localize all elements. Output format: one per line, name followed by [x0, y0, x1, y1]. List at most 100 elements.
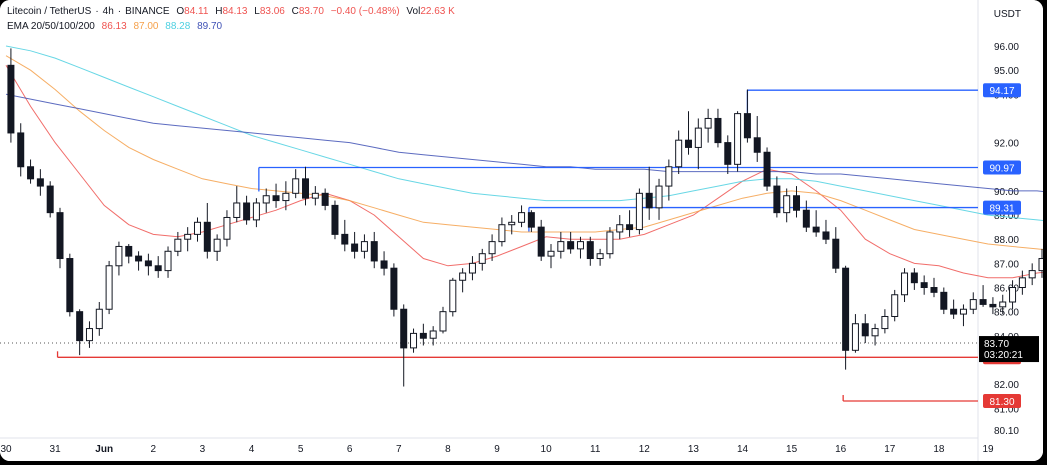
candle — [498, 217, 506, 247]
candle-body-down — [714, 117, 722, 144]
candle-body-down — [822, 231, 830, 240]
candle — [910, 268, 918, 290]
candle — [360, 234, 368, 259]
candle — [734, 111, 742, 172]
candle-body-down — [684, 139, 692, 148]
close-value: 83.70 — [298, 6, 324, 17]
change-value: −0.40 (−0.48%) — [330, 6, 400, 17]
time-axis-ticks: 30 31 Jun 2 3 4 5 6 7 8 9 10 11 12 13 14 15 16 17 18 19 — [0, 444, 994, 455]
candle-body-up — [881, 315, 889, 330]
candle-body-up — [665, 166, 673, 187]
candle-body-down — [56, 212, 64, 260]
candle — [213, 234, 221, 261]
candle-body-down — [626, 224, 634, 231]
candle — [449, 277, 457, 317]
candle-body-down — [76, 311, 84, 342]
candle — [27, 159, 35, 184]
candle — [292, 169, 300, 199]
candle — [7, 48, 15, 143]
candle-body-up — [459, 272, 467, 281]
level-price-tag: 94.17 — [989, 86, 1014, 97]
level-price-tag-bg — [983, 83, 1021, 98]
price-tick-label: 96.00 — [994, 42, 1019, 53]
candle-body-down — [724, 142, 732, 165]
candle-body-up — [498, 224, 506, 243]
candle — [518, 205, 526, 228]
candle — [606, 227, 614, 259]
level-price-tag-bg — [983, 200, 1021, 215]
price-tick-label: 86.00 — [994, 284, 1019, 295]
candle-body-up — [734, 113, 742, 165]
candle-body-up — [547, 250, 555, 257]
candle-body-down — [527, 212, 535, 228]
candle — [1038, 248, 1043, 278]
candle-body-up — [252, 202, 260, 221]
candle — [174, 231, 182, 257]
ema-label[interactable]: EMA 20/50/100/200 — [7, 21, 95, 32]
candle — [753, 116, 761, 162]
candle — [419, 323, 427, 346]
candle-body-up — [360, 241, 368, 252]
candle-body-up — [616, 224, 624, 233]
price-tick-label: 82.00 — [994, 380, 1019, 391]
candle — [56, 207, 64, 269]
candle — [596, 248, 604, 266]
candle — [851, 314, 859, 353]
candle-body-down — [743, 113, 751, 139]
candle-body-up — [311, 192, 319, 199]
candle-body-up — [783, 195, 791, 214]
candle-body-down — [380, 260, 388, 269]
time-tick-label: 17 — [884, 444, 896, 455]
candle — [203, 202, 211, 259]
candle — [635, 188, 643, 235]
currency-label[interactable]: USDT — [993, 9, 1021, 20]
time-tick-label: 3 — [200, 444, 206, 455]
ema20-value: 86.13 — [101, 21, 127, 32]
candle-body-down — [302, 178, 310, 199]
level-price-tag-bg — [983, 394, 1021, 409]
candle-body-down — [861, 323, 869, 337]
candle-body-up — [508, 221, 516, 226]
candle — [439, 306, 447, 334]
symbol-ohlc-legend: Litecoin / TetherUS · 4h · BINANCE O84.11 H8… — [7, 6, 455, 17]
candle — [370, 231, 378, 269]
candle-body-down — [390, 267, 398, 310]
candle-body-up — [233, 202, 241, 218]
candle — [979, 285, 987, 307]
interval[interactable]: 4h — [102, 6, 114, 17]
candle-body-up — [704, 117, 712, 129]
candle — [1028, 263, 1036, 286]
candle-body-up — [901, 272, 909, 296]
candle — [478, 248, 486, 271]
candle — [184, 227, 192, 252]
price-tick-label: 88.00 — [994, 235, 1019, 246]
candle — [891, 289, 899, 322]
candle-body-up — [891, 294, 899, 317]
price-tick-label: 87.00 — [994, 259, 1019, 270]
candle — [488, 234, 496, 261]
candle-body-down — [66, 258, 74, 313]
candle — [675, 130, 683, 174]
candle-body-down — [370, 241, 378, 262]
candle — [950, 299, 958, 319]
candle-body-down — [910, 272, 918, 284]
candle-body-up — [449, 279, 457, 313]
candle-body-up — [596, 253, 604, 260]
candle — [243, 195, 251, 225]
candle — [576, 236, 584, 259]
candle-body-down — [27, 166, 35, 180]
price-tick-label: 90.00 — [994, 187, 1019, 198]
candle — [1009, 280, 1017, 310]
candle — [989, 297, 997, 315]
candle-body-down — [842, 267, 850, 351]
candle — [115, 241, 123, 276]
candle — [272, 183, 280, 208]
candle — [763, 147, 771, 191]
candle — [773, 176, 781, 218]
candle — [459, 268, 467, 293]
candle — [793, 186, 801, 218]
candle — [321, 188, 329, 211]
symbol-name[interactable]: Litecoin / TetherUS — [7, 6, 92, 17]
